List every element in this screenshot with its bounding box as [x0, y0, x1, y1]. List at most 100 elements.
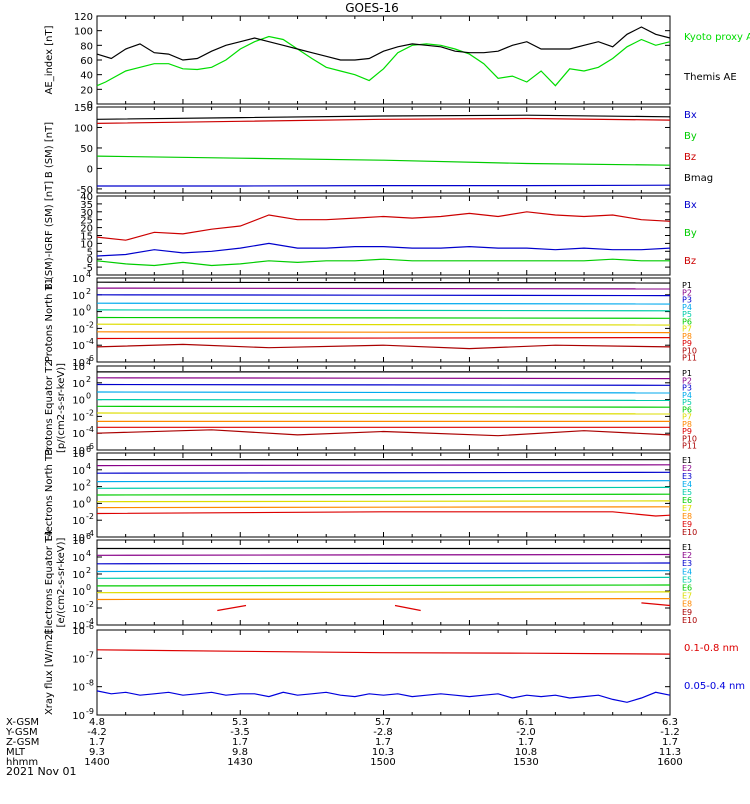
legend-6-E5: E5	[682, 575, 692, 584]
footer-value-Z-GSM-4: 1.7	[662, 737, 678, 748]
legend-4-P7: P7	[682, 413, 692, 422]
ytick-exp-3-1: -4	[86, 337, 94, 346]
ytick-label-0-6: 120	[74, 12, 93, 23]
series-line-3-P6	[96, 316, 671, 319]
footer-label-hhmm: hhmm	[6, 757, 38, 768]
ytick-exp-3-4: 2	[86, 287, 91, 296]
footer-value-MLT-3: 10.8	[515, 747, 537, 758]
ytick-label-1-0: -50	[77, 185, 93, 196]
ytick-label-1-4: 150	[74, 103, 93, 114]
ytick-label-5-3: 10	[72, 483, 85, 494]
footer-value-hhmm-0: 1400	[84, 757, 109, 768]
footer-value-Y-GSM-0: -4.2	[87, 727, 107, 738]
ytick-label-5-1: 10	[72, 516, 85, 527]
ytick-exp-4-2: -2	[86, 408, 94, 417]
series-line-5-E8	[96, 506, 671, 509]
ytick-label-0-2: 40	[80, 71, 93, 82]
ylabel-7: Xray flux [W/m2]	[44, 630, 55, 715]
ytick-label-0-4: 80	[80, 41, 93, 52]
footer-value-Z-GSM-3: 1.7	[518, 737, 534, 748]
ytick-label-3-4: 10	[72, 291, 85, 302]
legend-5-E4: E4	[682, 480, 692, 489]
ytick-exp-6-2: 0	[86, 583, 91, 592]
ytick-exp-6-5: 6	[86, 532, 91, 541]
series-line-4-P2	[96, 377, 671, 380]
series-line-4-P4	[96, 391, 671, 394]
legend-6-E10: E10	[682, 616, 697, 625]
footer-value-Z-GSM-0: 1.7	[89, 737, 105, 748]
ytick-label-6-4: 10	[72, 553, 85, 564]
footer-value-hhmm-3: 1530	[513, 757, 538, 768]
series-line-1-Bx	[97, 184, 671, 187]
legend-1-Bz: Bz	[684, 152, 696, 163]
footer-value-MLT-0: 9.3	[89, 747, 105, 758]
legend-5-E8: E8	[682, 512, 692, 521]
ylabel-6: Electrons Equator T4	[44, 530, 55, 634]
legend-3-P10: P10	[682, 346, 697, 355]
series-line-7-0.05-0.4 nm	[96, 690, 671, 703]
series-line-4-P3	[96, 383, 671, 386]
series-line-5-E4	[96, 480, 671, 483]
ytick-label-1-3: 100	[74, 123, 93, 134]
footer-value-X-GSM-0: 4.8	[89, 717, 105, 728]
legend-6-E9: E9	[682, 608, 692, 617]
plot-title: GOES-16	[345, 1, 399, 15]
legend-3-P4: P4	[682, 303, 692, 312]
ylabel-4: Protons Equator T2	[44, 360, 55, 456]
series-line-5-E3	[96, 471, 671, 474]
ytick-exp-4-0: -6	[86, 442, 94, 451]
legend-3-P5: P5	[682, 310, 692, 319]
ytick-label-2-1: 0	[87, 255, 93, 266]
legend-6-E3: E3	[682, 559, 692, 568]
legend-5-E6: E6	[682, 496, 692, 505]
ytick-exp-5-2: 0	[86, 495, 91, 504]
series-line-5-E5	[96, 486, 671, 489]
series-line-6-E5	[96, 576, 671, 579]
legend-4-P9: P9	[682, 427, 692, 436]
panel-frame-3	[96, 277, 671, 363]
legend-7-0.1-0.8 nm: 0.1-0.8 nm	[684, 643, 739, 654]
ytick-label-6-0: 10	[72, 621, 85, 632]
footer-value-hhmm-1: 1430	[227, 757, 252, 768]
footer-value-X-GSM-4: 6.3	[662, 717, 678, 728]
ytick-label-4-4: 10	[72, 379, 85, 390]
footer-value-X-GSM-3: 6.1	[518, 717, 534, 728]
series-line-6-E7	[96, 591, 671, 594]
legend-3-P7: P7	[682, 325, 692, 334]
ylabel-5: Electrons North T3	[44, 448, 55, 541]
ytick-label-2-4: 15	[80, 232, 93, 243]
ylabel-3: Protons North T1	[44, 278, 55, 362]
ytick-exp-6-1: -2	[86, 600, 94, 609]
ytick-label-4-5: 10	[72, 362, 85, 373]
ytick-label-5-5: 10	[72, 449, 85, 460]
legend-3-P3: P3	[682, 296, 692, 305]
ytick-label-6-1: 10	[72, 604, 85, 615]
ytick-exp-7-2: -7	[86, 650, 94, 659]
plot-date: 2021 Nov 01	[6, 765, 76, 778]
ytick-label-1-2: 50	[80, 144, 93, 155]
ytick-label-2-7: 30	[80, 208, 93, 219]
series-line-3-P1	[96, 281, 671, 284]
ytick-label-3-0: 10	[72, 358, 85, 369]
ytick-exp-7-3: -6	[86, 622, 94, 631]
legend-3-P8: P8	[682, 332, 692, 341]
series-line-3-P7	[96, 323, 671, 326]
footer-value-Z-GSM-1: 1.7	[232, 737, 248, 748]
ytick-label-2-9: 40	[80, 192, 93, 203]
ytick-exp-5-1: -2	[86, 512, 94, 521]
ytick-exp-5-0: -4	[86, 529, 94, 538]
series-line-6-E2	[96, 553, 671, 556]
ytick-label-3-5: 10	[72, 274, 85, 285]
ytick-label-3-2: 10	[72, 324, 85, 335]
series-line-2-By	[96, 258, 670, 267]
ytick-label-7-1: 10	[72, 683, 85, 694]
ytick-exp-3-2: -2	[86, 320, 94, 329]
legend-3-P11: P11	[682, 354, 697, 363]
footer-value-Y-GSM-4: -1.2	[660, 727, 680, 738]
series-line-1-Bz	[96, 117, 671, 124]
series-line-6-E6	[96, 584, 671, 587]
legend-2-Bx: Bx	[684, 200, 697, 211]
footer-value-Y-GSM-3: -2.0	[516, 727, 536, 738]
series-line-5-E7	[96, 500, 671, 503]
